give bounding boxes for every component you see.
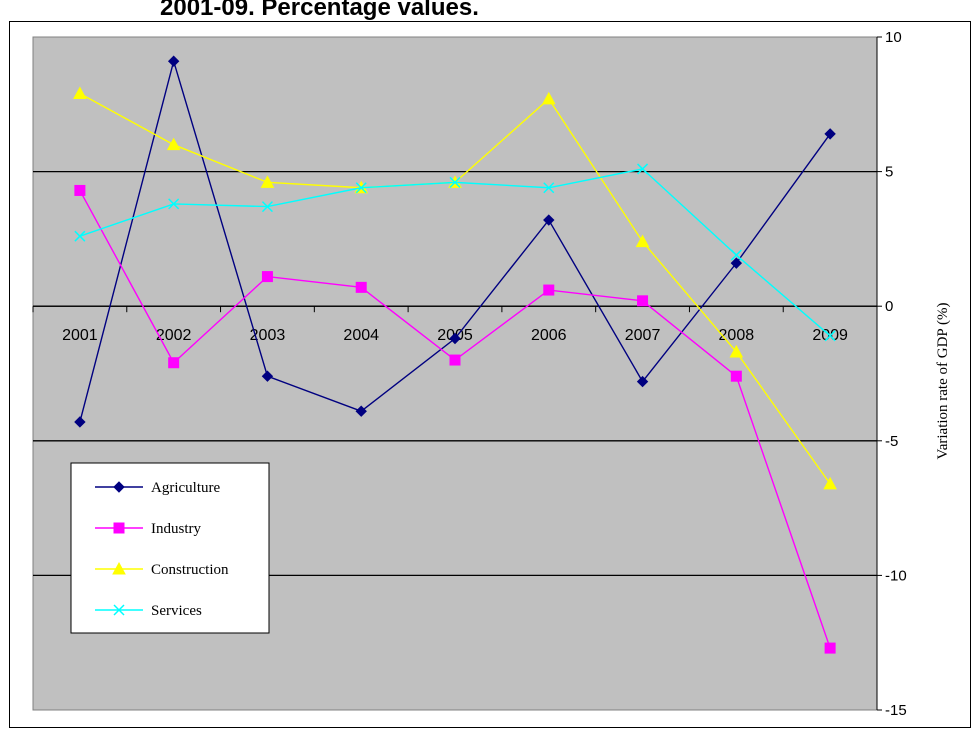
data-point bbox=[823, 476, 837, 490]
data-point bbox=[730, 370, 742, 382]
data-point-stroke bbox=[824, 330, 836, 342]
series-layer bbox=[73, 55, 837, 654]
data-point bbox=[74, 416, 86, 428]
series-industry bbox=[74, 184, 836, 654]
y-tick-label: 5 bbox=[885, 164, 893, 181]
data-point bbox=[112, 561, 126, 575]
x-tick-label: 2002 bbox=[156, 327, 192, 344]
legend-item-construction: Construction bbox=[95, 561, 229, 578]
y-tick-label: 10 bbox=[885, 29, 902, 46]
legend-item-agriculture: Agriculture bbox=[95, 480, 220, 496]
series-services bbox=[74, 163, 836, 342]
y-tick-label: -15 bbox=[885, 702, 907, 719]
data-point bbox=[355, 405, 367, 417]
x-tick-label: 2001 bbox=[62, 327, 98, 344]
data-point bbox=[261, 370, 274, 382]
legend-label: Industry bbox=[151, 521, 201, 537]
data-point bbox=[261, 201, 273, 213]
legend-box bbox=[70, 462, 270, 634]
data-point bbox=[74, 184, 86, 196]
legend-item-industry: Industry bbox=[95, 521, 201, 537]
data-point bbox=[543, 284, 555, 296]
data-point bbox=[730, 249, 742, 261]
data-point bbox=[168, 198, 180, 210]
y-tick-label: -5 bbox=[885, 433, 898, 450]
x-tick-label: 2007 bbox=[625, 327, 661, 344]
x-tick-label: 2004 bbox=[343, 327, 379, 344]
data-point bbox=[636, 375, 649, 388]
data-point-stroke bbox=[543, 182, 555, 194]
data-point bbox=[449, 354, 461, 366]
data-point bbox=[637, 163, 649, 175]
data-point bbox=[449, 332, 461, 345]
y-tick-label: -10 bbox=[885, 567, 907, 584]
data-point bbox=[730, 257, 743, 269]
data-point bbox=[824, 128, 836, 140]
data-point bbox=[113, 604, 125, 616]
data-point-stroke bbox=[113, 604, 125, 616]
data-point bbox=[449, 176, 461, 188]
data-point-stroke bbox=[74, 230, 86, 242]
data-point-stroke bbox=[449, 176, 461, 188]
y-tick-label: 0 bbox=[885, 298, 893, 315]
data-point bbox=[824, 330, 836, 342]
data-point bbox=[543, 182, 555, 194]
chart-title: 2001-09. Percentage values. bbox=[160, 0, 479, 21]
data-point bbox=[113, 481, 125, 493]
series-agriculture bbox=[74, 55, 836, 428]
data-point bbox=[729, 344, 744, 358]
data-point bbox=[260, 175, 275, 188]
data-point bbox=[355, 281, 367, 293]
data-point bbox=[543, 214, 555, 226]
data-point bbox=[824, 642, 836, 654]
legend-item-services: Services bbox=[95, 603, 202, 619]
x-tick-label: 2003 bbox=[250, 327, 286, 344]
data-point-stroke bbox=[730, 249, 742, 261]
data-point bbox=[261, 271, 273, 283]
data-point bbox=[113, 522, 125, 534]
data-point-stroke bbox=[168, 198, 180, 210]
data-point bbox=[74, 230, 86, 242]
x-tick-label: 2006 bbox=[531, 327, 567, 344]
data-point bbox=[355, 182, 367, 194]
x-tick-label: 2008 bbox=[719, 327, 755, 344]
data-point bbox=[166, 137, 181, 151]
data-point bbox=[637, 295, 649, 307]
data-point bbox=[167, 55, 180, 67]
legend-label: Construction bbox=[151, 562, 229, 578]
legend: Agriculture Industry Construction Services bbox=[70, 462, 270, 634]
data-point bbox=[168, 357, 180, 369]
legend-label: Services bbox=[151, 603, 202, 619]
y-axis-label: Variation rate of GDP (%) bbox=[935, 303, 951, 460]
data-point-stroke bbox=[637, 163, 649, 175]
data-point bbox=[73, 86, 87, 100]
data-point bbox=[635, 234, 650, 248]
data-point-stroke bbox=[355, 182, 367, 194]
data-point-stroke bbox=[261, 201, 273, 213]
y-axis: 10 5 0 -5 -10 -15 bbox=[876, 29, 907, 719]
legend-label: Agriculture bbox=[151, 480, 220, 496]
data-point bbox=[541, 91, 556, 105]
